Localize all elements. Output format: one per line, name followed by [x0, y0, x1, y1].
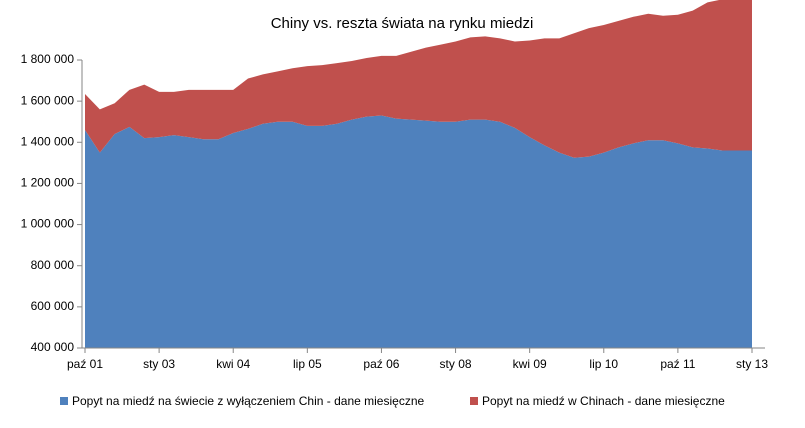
x-tick-label: paź 01	[67, 357, 103, 371]
x-tick-label: paź 06	[363, 357, 399, 371]
x-tick-label: lip 10	[589, 357, 618, 371]
x-tick-label: paź 11	[660, 357, 695, 371]
y-tick-label: 1 800 000	[21, 52, 75, 66]
y-tick-label: 400 000	[31, 340, 75, 354]
y-tick-label: 800 000	[31, 258, 75, 272]
y-tick-label: 1 000 000	[21, 217, 75, 231]
legend-label: Popyt na miedź w Chinach - dane miesięcz…	[482, 394, 725, 408]
area	[85, 115, 752, 349]
x-tick-label: sty 13	[736, 357, 768, 371]
y-tick-label: 1 200 000	[21, 176, 75, 190]
legend-label: Popyt na miedź na świecie z wyłączeniem …	[72, 394, 424, 408]
chart-title: Chiny vs. reszta świata na rynku miedzi	[271, 15, 534, 32]
legend-swatch	[470, 397, 478, 405]
legend-swatch	[60, 397, 68, 405]
x-tick-label: sty 03	[143, 357, 175, 371]
x-tick-label: kwi 04	[216, 357, 250, 371]
y-tick-label: 600 000	[31, 299, 75, 313]
y-tick-label: 1 400 000	[21, 134, 75, 148]
y-tick-label: 1 600 000	[21, 93, 75, 107]
x-tick-label: sty 08	[440, 357, 472, 371]
x-tick-label: lip 05	[293, 357, 322, 371]
area	[85, 0, 752, 158]
x-tick-label: kwi 09	[513, 357, 547, 371]
